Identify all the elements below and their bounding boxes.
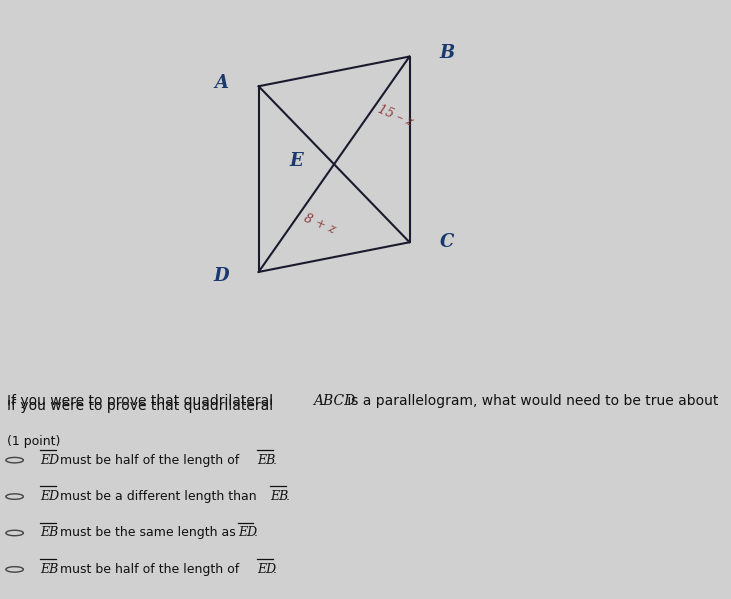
Text: ED: ED (40, 453, 59, 467)
Text: .: . (286, 490, 289, 503)
Text: .: . (273, 563, 277, 576)
Text: (1 point): (1 point) (7, 435, 61, 448)
Text: must be the same length as: must be the same length as (56, 527, 240, 540)
Text: ED: ED (40, 490, 59, 503)
Text: .: . (273, 453, 277, 467)
Text: ED: ED (257, 563, 276, 576)
Text: B: B (439, 44, 455, 62)
Text: EB: EB (40, 527, 58, 540)
Text: A: A (214, 74, 228, 92)
Text: must be half of the length of: must be half of the length of (56, 453, 243, 467)
Text: ABCD: ABCD (313, 394, 355, 408)
Text: .: . (253, 527, 257, 540)
Text: 8 + z: 8 + z (302, 211, 338, 236)
Text: If you were to prove that quadrilateral: If you were to prove that quadrilateral (7, 399, 278, 413)
Text: EB: EB (270, 490, 289, 503)
Text: must be a different length than: must be a different length than (56, 490, 260, 503)
Text: 15 – z: 15 – z (376, 103, 414, 129)
Text: ED: ED (238, 527, 257, 540)
Text: is a parallelogram, what would need to be true about: is a parallelogram, what would need to b… (344, 394, 723, 408)
Text: C: C (440, 233, 455, 251)
Text: D: D (213, 267, 229, 285)
Text: must be half of the length of: must be half of the length of (56, 563, 243, 576)
Text: If you were to prove that quadrilateral: If you were to prove that quadrilateral (7, 394, 278, 408)
Text: EB: EB (257, 453, 276, 467)
Text: E: E (289, 152, 303, 170)
Text: EB: EB (40, 563, 58, 576)
